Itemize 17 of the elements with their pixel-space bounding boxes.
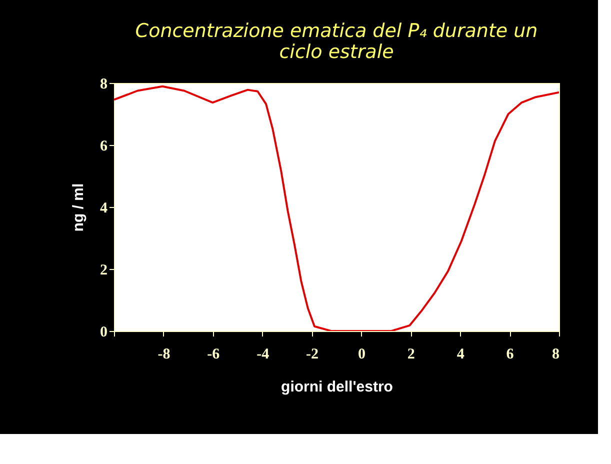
x-tick-label: -4 bbox=[256, 346, 270, 362]
x-tick-label: -6 bbox=[207, 346, 220, 362]
x-tick-label: 2 bbox=[407, 346, 415, 362]
x-tick-label: -8 bbox=[158, 346, 170, 362]
x-tick-label: 8 bbox=[552, 346, 560, 362]
x-tick-label: 0 bbox=[358, 346, 366, 362]
x-axis-title: giorni dell'estro bbox=[281, 378, 393, 396]
x-tick-label: 4 bbox=[456, 346, 465, 362]
x-tick-label: 6 bbox=[506, 346, 514, 362]
x-tick-label: -2 bbox=[306, 346, 319, 362]
chart-title: Concentrazione ematica del P₄ durante un ciclo estrale bbox=[135, 20, 538, 63]
y-tick-label: 8 bbox=[100, 76, 108, 92]
y-axis-title: ng / ml bbox=[70, 183, 87, 232]
y-tick-label: 4 bbox=[100, 200, 108, 216]
y-tick-label: 0 bbox=[100, 324, 108, 340]
y-tick-label: 6 bbox=[100, 138, 108, 154]
y-tick-label: 2 bbox=[100, 262, 108, 278]
